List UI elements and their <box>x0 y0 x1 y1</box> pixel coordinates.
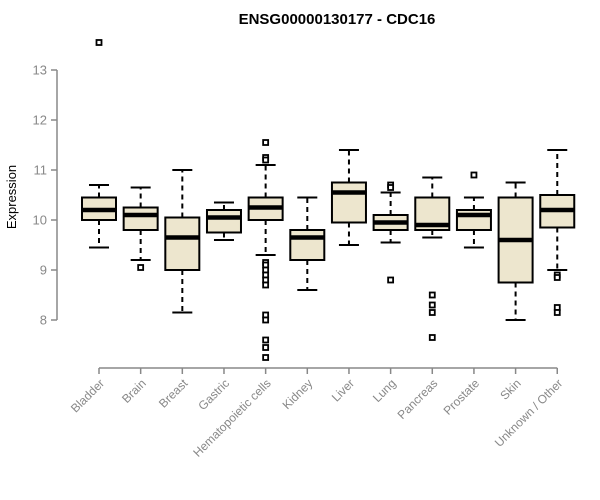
y-tick-label: 9 <box>40 263 47 278</box>
outlier-point <box>262 354 270 361</box>
x-tick-label: Prostate <box>441 376 483 418</box>
y-tick-label: 13 <box>33 63 47 78</box>
box-hematopoietic-cells <box>247 139 284 361</box>
x-tick-label: Hematopoietic cells <box>190 376 273 459</box>
outlier-point <box>387 276 395 284</box>
box-kidney <box>289 196 326 291</box>
box-skin <box>497 181 534 321</box>
x-tick-label: Brain <box>119 376 149 406</box>
outlier-point <box>470 171 478 179</box>
outlier-point <box>262 139 270 146</box>
box-breast <box>164 169 201 314</box>
box-bladder <box>81 39 117 249</box>
iqr-box <box>122 206 159 231</box>
box-pancreas <box>414 176 451 341</box>
x-tick-label: Pancreas <box>395 376 441 422</box>
iqr-box <box>164 216 201 271</box>
y-tick-label: 10 <box>33 213 47 228</box>
outlier-point <box>137 264 145 271</box>
box-unknown-other <box>539 149 576 316</box>
outlier-point <box>553 309 561 316</box>
x-tick-label: Skin <box>497 376 523 402</box>
box-prostate <box>455 171 492 249</box>
x-tick-label: Lung <box>370 376 399 405</box>
outlier-point <box>428 309 436 316</box>
outlier-point <box>262 336 270 344</box>
outlier-point <box>428 334 436 341</box>
y-axis: 8 9 10 11 12 13 <box>33 63 58 328</box>
box-gastric <box>205 201 242 241</box>
iqr-box <box>330 181 367 224</box>
box-lung <box>372 181 409 284</box>
outlier-point <box>428 301 436 309</box>
x-tick-label: Breast <box>156 376 191 411</box>
outlier-point <box>95 39 103 46</box>
x-tick-label: Kidney <box>280 376 316 412</box>
outlier-point <box>262 156 270 164</box>
outlier-point <box>553 274 561 281</box>
iqr-box <box>205 209 242 234</box>
y-tick-label: 12 <box>33 113 47 128</box>
chart-title: ENSG00000130177 - CDC16 <box>239 11 436 28</box>
outlier-point <box>262 281 270 289</box>
box-liver <box>330 149 367 246</box>
iqr-box <box>289 229 326 261</box>
y-tick-label: 11 <box>34 163 48 178</box>
x-tick-label: Bladder <box>68 376 107 415</box>
x-tick-label: Gastric <box>195 376 232 413</box>
boxplot-series <box>81 39 576 361</box>
outlier-point <box>387 184 395 191</box>
x-tick-label: Liver <box>329 376 357 404</box>
box-brain <box>122 186 159 271</box>
y-tick-label: 8 <box>40 313 47 328</box>
outlier-point <box>262 344 270 351</box>
outlier-point <box>428 291 436 299</box>
y-axis-title: Expression <box>4 165 19 229</box>
outlier-point <box>262 316 270 324</box>
